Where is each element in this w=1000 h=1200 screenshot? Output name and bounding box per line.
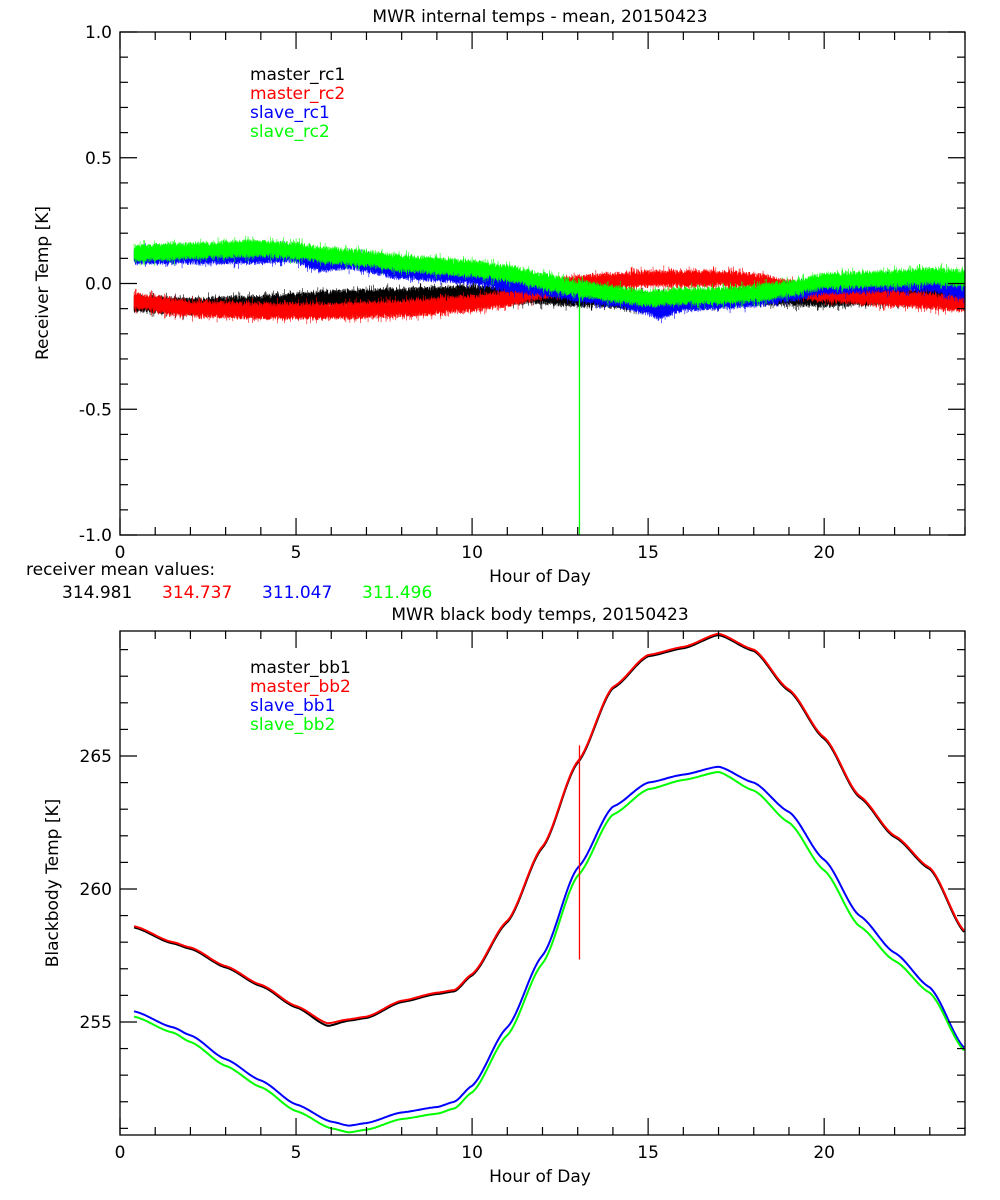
legend-entry-master_bb1: master_bb1 bbox=[250, 658, 351, 678]
series-slave_bb2 bbox=[133, 770, 965, 1134]
receiver-mean-value: 311.047 bbox=[262, 583, 332, 603]
receiver-mean-label: receiver mean values: bbox=[26, 560, 215, 580]
series-layer bbox=[133, 235, 966, 535]
series-slave_bb1 bbox=[133, 765, 965, 1127]
series-line bbox=[133, 632, 965, 1025]
x-tick-label: 5 bbox=[291, 1143, 302, 1163]
legend-entry-slave_bb2: slave_bb2 bbox=[250, 715, 335, 735]
y-tick-label: 1.0 bbox=[85, 23, 112, 43]
x-tick-label: 5 bbox=[291, 543, 302, 563]
axes: 0 5 10 15 20 -1.0 -0.5 0.0 0.5 1.0 bbox=[79, 23, 966, 563]
y-axis-label: Blackbody Temp [K] bbox=[43, 799, 63, 968]
y-tick-label: 0.0 bbox=[85, 275, 112, 295]
plot-frame bbox=[119, 630, 966, 1136]
series-line bbox=[133, 235, 966, 310]
x-tick-label: 10 bbox=[461, 543, 483, 563]
series-line bbox=[133, 770, 965, 1134]
x-tick-label: 20 bbox=[813, 543, 835, 563]
y-tick-label: 255 bbox=[80, 1013, 112, 1033]
series-line bbox=[133, 765, 965, 1127]
axes: 0 5 10 15 20 255 260 265 bbox=[80, 630, 966, 1163]
blackbody-temp-chart: MWR black body temps, 20150423 0 5 10 15 20 2… bbox=[43, 605, 966, 1187]
series-slave_rc2 bbox=[133, 235, 966, 310]
x-tick-label: 10 bbox=[461, 1143, 483, 1163]
y-tick-label: 260 bbox=[80, 880, 112, 900]
legend-entry-master_bb2: master_bb2 bbox=[250, 677, 351, 697]
series-master_bb2 bbox=[133, 632, 965, 1025]
x-tick-label: 15 bbox=[637, 543, 659, 563]
y-tick-label: -1.0 bbox=[79, 526, 112, 546]
receiver-mean-block: receiver mean values: 314.981 314.737 31… bbox=[26, 560, 432, 603]
chart-title: MWR black body temps, 20150423 bbox=[391, 605, 688, 625]
legend-entry-slave_bb1: slave_bb1 bbox=[250, 696, 335, 716]
series-layer bbox=[133, 632, 965, 1134]
x-tick-label: 15 bbox=[637, 1143, 659, 1163]
legend-entry-slave_rc1: slave_rc1 bbox=[250, 103, 330, 123]
receiver-mean-value: 314.737 bbox=[162, 583, 232, 603]
x-tick-label: 20 bbox=[813, 1143, 835, 1163]
receiver-mean-value: 311.496 bbox=[362, 583, 432, 603]
y-tick-label: -0.5 bbox=[79, 400, 112, 420]
legend-entry-master_rc1: master_rc1 bbox=[250, 65, 345, 85]
x-axis-label: Hour of Day bbox=[489, 567, 591, 587]
receiver-mean-value: 314.981 bbox=[62, 583, 132, 603]
x-tick-label: 0 bbox=[115, 543, 126, 563]
legend-entry-slave_rc2: slave_rc2 bbox=[250, 122, 330, 142]
y-tick-label: 265 bbox=[80, 747, 112, 767]
chart-title: MWR internal temps - mean, 20150423 bbox=[372, 7, 707, 27]
x-axis-label: Hour of Day bbox=[489, 1167, 591, 1187]
legend-entry-master_rc2: master_rc2 bbox=[250, 84, 345, 104]
y-axis-label: Receiver Temp [K] bbox=[33, 206, 53, 360]
y-tick-label: 0.5 bbox=[85, 149, 112, 169]
receiver-temp-chart: MWR internal temps - mean, 20150423 0 5 10… bbox=[33, 7, 966, 587]
x-tick-label: 0 bbox=[115, 1143, 126, 1163]
